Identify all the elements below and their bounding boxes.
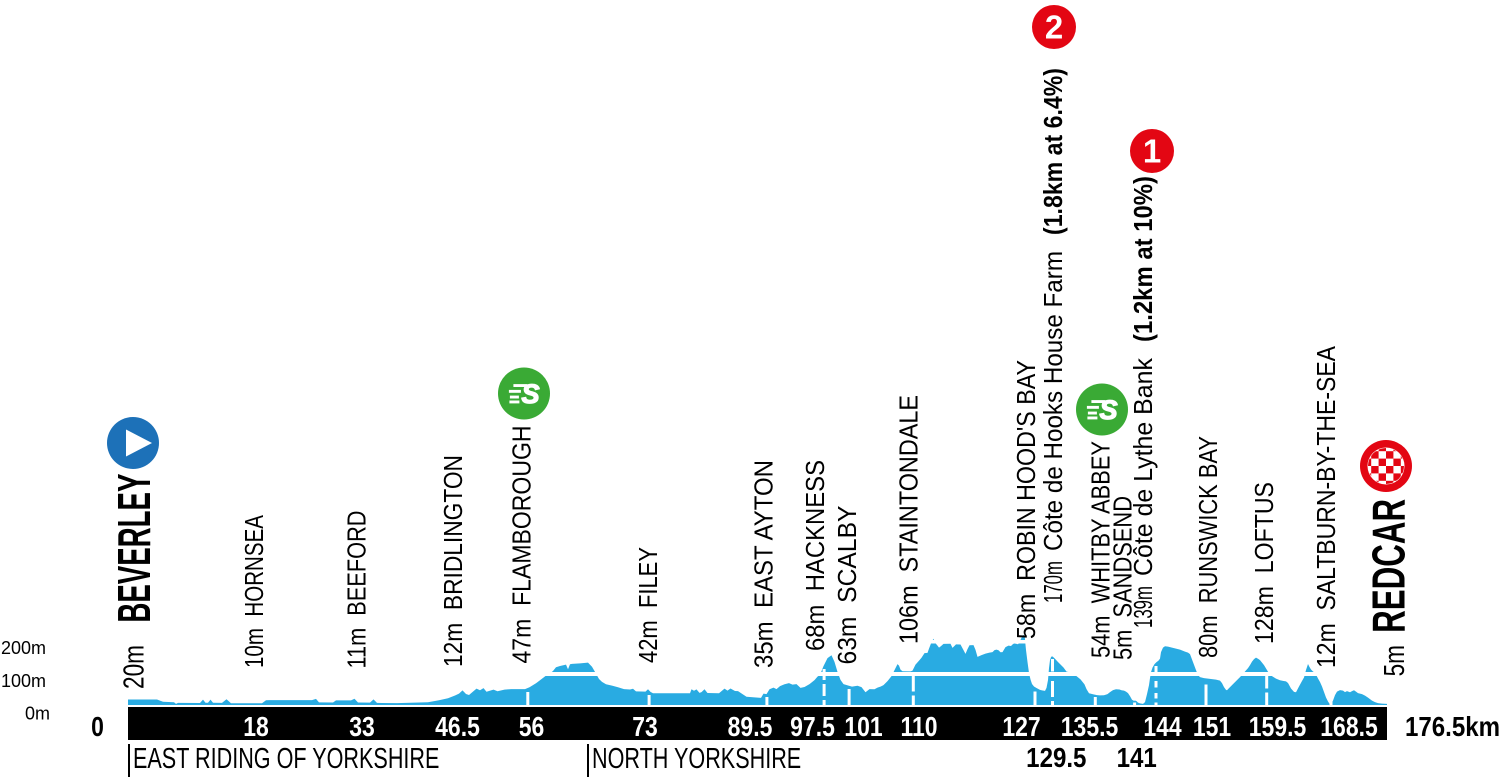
svg-text:BEVERLEY: BEVERLEY — [108, 474, 160, 623]
svg-text:128m LOFTUS: 128m LOFTUS — [1249, 482, 1279, 644]
svg-text:89.5: 89.5 — [728, 712, 773, 743]
svg-text:10m HORNSEA: 10m HORNSEA — [239, 514, 269, 668]
svg-text:176.5km: 176.5km — [1405, 710, 1500, 742]
svg-text:35m EAST AYTON: 35m EAST AYTON — [749, 460, 779, 668]
svg-text:11m BEEFORD: 11m BEEFORD — [342, 511, 372, 669]
svg-text:159.5: 159.5 — [1249, 712, 1306, 743]
svg-text:46.5: 46.5 — [435, 712, 480, 743]
svg-text:42m FILEY: 42m FILEY — [633, 547, 663, 663]
svg-text:12m SALTBURN-BY-THE-SEA: 12m SALTBURN-BY-THE-SEA — [1311, 345, 1341, 668]
svg-text:(1.8km at 6.4%): (1.8km at 6.4%) — [1038, 68, 1068, 235]
svg-text:5m: 5m — [1377, 645, 1410, 676]
svg-text:18: 18 — [243, 712, 269, 743]
svg-text:141: 141 — [1117, 741, 1157, 773]
svg-text:151: 151 — [1193, 712, 1231, 743]
svg-text:58m ROBIN HOOD'S BAY: 58m ROBIN HOOD'S BAY — [1011, 360, 1041, 639]
svg-text:100m: 100m — [1, 671, 46, 691]
svg-text:EAST RIDING OF YORKSHIRE: EAST RIDING OF YORKSHIRE — [133, 743, 439, 775]
svg-text:0: 0 — [91, 712, 104, 743]
svg-text:97.5: 97.5 — [790, 712, 835, 743]
svg-text:170m: 170m — [1038, 561, 1068, 603]
svg-text:(1.2km at 10%): (1.2km at 10%) — [1128, 176, 1158, 342]
svg-text:2: 2 — [1045, 9, 1063, 46]
svg-text:33: 33 — [349, 712, 375, 743]
svg-text:S: S — [1099, 395, 1117, 425]
svg-text:Côte de Hooks House Farm: Côte de Hooks House Farm — [1038, 251, 1068, 551]
svg-text:80m RUNSWICK BAY: 80m RUNSWICK BAY — [1193, 436, 1223, 658]
svg-text:68m HACKNESS: 68m HACKNESS — [800, 460, 830, 651]
svg-text:47m FLAMBOROUGH: 47m FLAMBOROUGH — [506, 426, 536, 664]
svg-text:20m: 20m — [117, 645, 150, 689]
svg-text:144: 144 — [1143, 712, 1182, 743]
svg-text:0m: 0m — [25, 704, 50, 724]
svg-text:54m WHITBY ABBEY: 54m WHITBY ABBEY — [1086, 441, 1116, 658]
svg-text:110: 110 — [900, 712, 937, 743]
svg-text:12m BRIDLINGTON: 12m BRIDLINGTON — [438, 455, 468, 667]
svg-text:1: 1 — [1143, 133, 1161, 170]
svg-text:Côte de Lythe Bank: Côte de Lythe Bank — [1128, 357, 1158, 576]
svg-text:5m SANDSEND: 5m SANDSEND — [1108, 496, 1138, 660]
svg-text:101: 101 — [844, 712, 882, 743]
svg-text:106m STAINTONDALE: 106m STAINTONDALE — [894, 395, 924, 644]
svg-text:139m: 139m — [1128, 586, 1158, 628]
svg-text:REDCAR: REDCAR — [1363, 499, 1415, 633]
svg-text:56: 56 — [519, 712, 545, 743]
svg-text:NORTH YORKSHIRE: NORTH YORKSHIRE — [592, 743, 801, 775]
svg-text:S: S — [521, 379, 539, 409]
svg-text:63m SCALBY: 63m SCALBY — [832, 506, 862, 665]
svg-text:73: 73 — [632, 712, 658, 743]
svg-text:168.5: 168.5 — [1320, 712, 1377, 743]
svg-text:200m: 200m — [1, 638, 46, 658]
svg-text:135.5: 135.5 — [1061, 712, 1118, 743]
svg-text:129.5: 129.5 — [1026, 741, 1086, 773]
svg-text:127: 127 — [1002, 712, 1040, 743]
